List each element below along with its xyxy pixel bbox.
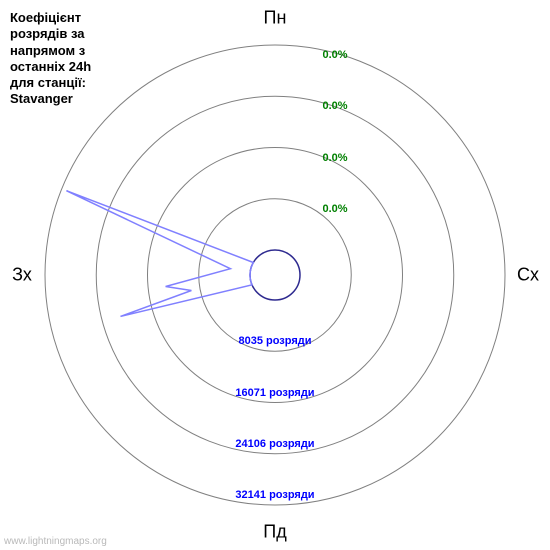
ring-top-label: 0.0% [322, 203, 347, 215]
ring-top-label: 0.0% [322, 49, 347, 61]
ring-bottom-label: 32141 розряди [235, 489, 314, 501]
ring-top-label: 0.0% [322, 152, 347, 164]
compass-north: Пн [264, 8, 287, 29]
ring-bottom-label: 24106 розряди [235, 438, 314, 450]
chart-container: Коефіцієнтрозрядів занапрямом зостанніх … [0, 0, 550, 550]
ring-bottom-label: 8035 розряди [238, 335, 311, 347]
chart-title: Коефіцієнтрозрядів занапрямом зостанніх … [10, 10, 91, 108]
compass-west: Зх [12, 265, 32, 286]
ring-bottom-label: 16071 розряди [235, 387, 314, 399]
compass-east: Сх [517, 265, 539, 286]
footer-credit: www.lightningmaps.org [4, 536, 107, 547]
compass-south: Пд [263, 522, 286, 543]
ring-top-label: 0.0% [322, 100, 347, 112]
